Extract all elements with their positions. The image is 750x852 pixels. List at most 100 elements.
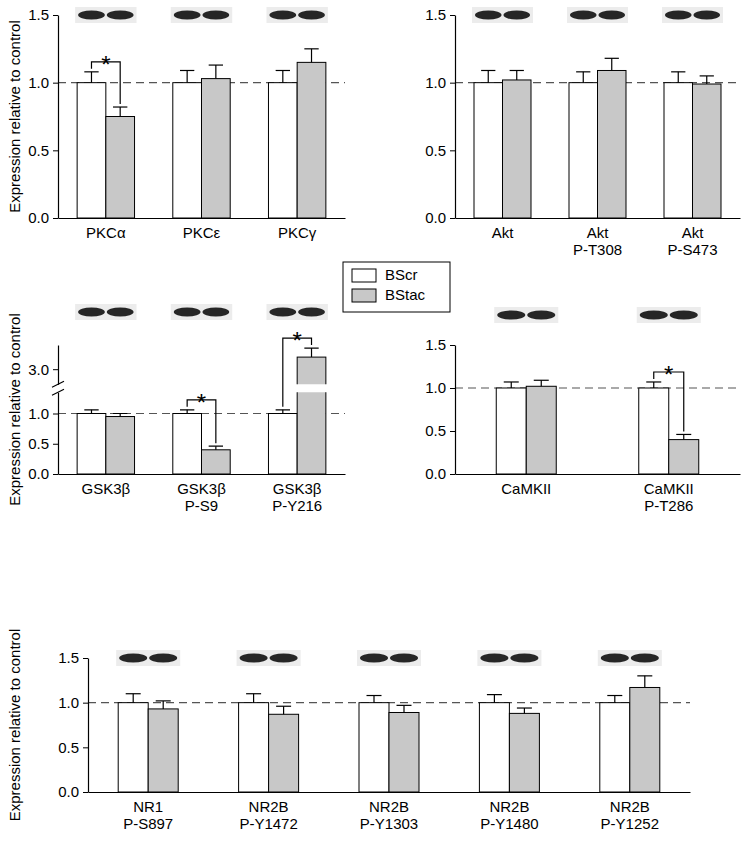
- x-tick-label: AktP-S473: [667, 224, 717, 258]
- blot-background: [171, 7, 232, 23]
- error-stem: [678, 72, 679, 83]
- y-tick-group: 1.0: [28, 74, 58, 91]
- x-tick-group: GSK3βP-S9: [177, 474, 226, 514]
- x-tick-label-line: Akt: [587, 224, 610, 241]
- error-cap: [209, 446, 223, 447]
- y-tick-label: 1.5: [425, 336, 446, 353]
- bar: [639, 388, 669, 474]
- blot-band: [694, 11, 721, 20]
- plot-area: [58, 392, 345, 474]
- bar: [106, 417, 135, 474]
- x-tick-group: GSK3β: [82, 474, 131, 497]
- error-bar: [367, 696, 382, 703]
- blot: [477, 650, 541, 666]
- bar: [600, 703, 630, 792]
- blot-band: [107, 11, 134, 20]
- plot-area: [77, 348, 326, 384]
- bar: [503, 80, 532, 218]
- x-tick-label: PKCε: [183, 224, 221, 241]
- panel: 0.00.51.01.5PKCαPKCεPKCγExpression relat…: [6, 6, 346, 240]
- error-stem: [403, 705, 404, 712]
- blot-background: [266, 304, 327, 320]
- plot-area: [455, 380, 740, 474]
- blot-band: [107, 308, 134, 317]
- x-tick-label-line: Akt: [682, 224, 705, 241]
- x-tick-label-line: GSK3β: [273, 480, 322, 497]
- y-tick-label: 0.0: [425, 465, 446, 482]
- error-bar: [605, 58, 619, 70]
- x-tick-label: Akt: [492, 224, 515, 241]
- error-cap: [504, 381, 519, 382]
- error-cap: [113, 106, 127, 107]
- error-stem: [516, 70, 517, 79]
- y-tick-group: 0.0: [425, 465, 455, 482]
- y-tick-group: 0.0: [58, 783, 88, 800]
- bar: [526, 386, 556, 474]
- bar: [693, 84, 722, 218]
- bar: [389, 712, 419, 792]
- blot-background: [662, 7, 723, 23]
- error-bar: [180, 410, 194, 414]
- error-bar: [517, 708, 532, 713]
- bar: [509, 713, 539, 792]
- error-stem: [653, 382, 654, 388]
- blot-background: [171, 304, 232, 320]
- x-tick-label-line: NR2B: [610, 798, 650, 815]
- x-tick-label-line: P-T286: [644, 497, 693, 514]
- error-cap: [84, 409, 98, 410]
- blot-band: [665, 11, 692, 20]
- blot: [75, 304, 136, 320]
- error-bar: [180, 70, 194, 82]
- blot: [237, 650, 301, 666]
- blot-band: [497, 311, 525, 320]
- error-cap: [607, 695, 622, 696]
- error-bar: [487, 695, 502, 703]
- bar: [77, 83, 106, 218]
- y-axis: 0.00.51.0: [28, 393, 58, 482]
- x-tick-label-line: NR2B: [369, 798, 409, 815]
- blot-background: [75, 7, 136, 23]
- blot: [472, 7, 533, 23]
- error-stem: [541, 380, 542, 386]
- x-axis-line: [456, 474, 741, 475]
- y-tick-group: 1.5: [58, 649, 88, 666]
- figure: 0.00.51.01.5PKCαPKCεPKCγExpression relat…: [0, 0, 750, 852]
- blot: [637, 307, 701, 323]
- error-bar: [113, 414, 127, 417]
- bar: [148, 709, 178, 792]
- y-tick-group: 1.0: [58, 694, 88, 711]
- y-tick-label: 0.5: [58, 739, 79, 756]
- x-tick-label-line: P-Y1303: [360, 815, 418, 832]
- legend-frame: [343, 262, 450, 312]
- y-axis-line: [455, 346, 456, 475]
- blot-band: [601, 654, 629, 663]
- x-tick-label-line: P-S897: [123, 815, 173, 832]
- y-tick-label: 0.0: [58, 783, 79, 800]
- y-axis: 0.00.51.01.5: [28, 6, 58, 226]
- error-cap: [397, 705, 412, 706]
- bar: [630, 687, 660, 792]
- x-tick-label-line: CaMKII: [644, 480, 694, 497]
- x-tick-group: PKCε: [183, 218, 221, 241]
- y-tick-group: 0.5: [58, 739, 88, 756]
- bar: [474, 83, 503, 218]
- y-tick-label: 0.5: [425, 142, 446, 159]
- error-stem: [215, 65, 216, 79]
- error-cap: [700, 75, 714, 76]
- blot: [171, 304, 232, 320]
- plot-area: [88, 676, 690, 792]
- error-cap: [209, 64, 223, 65]
- blot-background: [75, 304, 136, 320]
- x-tick-label: AktP-T308: [573, 224, 622, 258]
- y-axis-title: Expression relative to control: [6, 20, 23, 213]
- y-tick-label: 3.0: [28, 361, 49, 378]
- x-tick-label: PKCα: [86, 224, 126, 241]
- x-axis-line: [59, 474, 346, 475]
- x-axis: NR1P-S897NR2BP-Y1472NR2BP-Y1303NR2BP-Y14…: [89, 792, 691, 832]
- blot-band: [240, 654, 268, 663]
- blot: [662, 7, 723, 23]
- y-tick-label: 0.0: [28, 465, 49, 482]
- blot-band: [360, 654, 388, 663]
- blot-band: [270, 654, 298, 663]
- blot-band: [149, 654, 177, 663]
